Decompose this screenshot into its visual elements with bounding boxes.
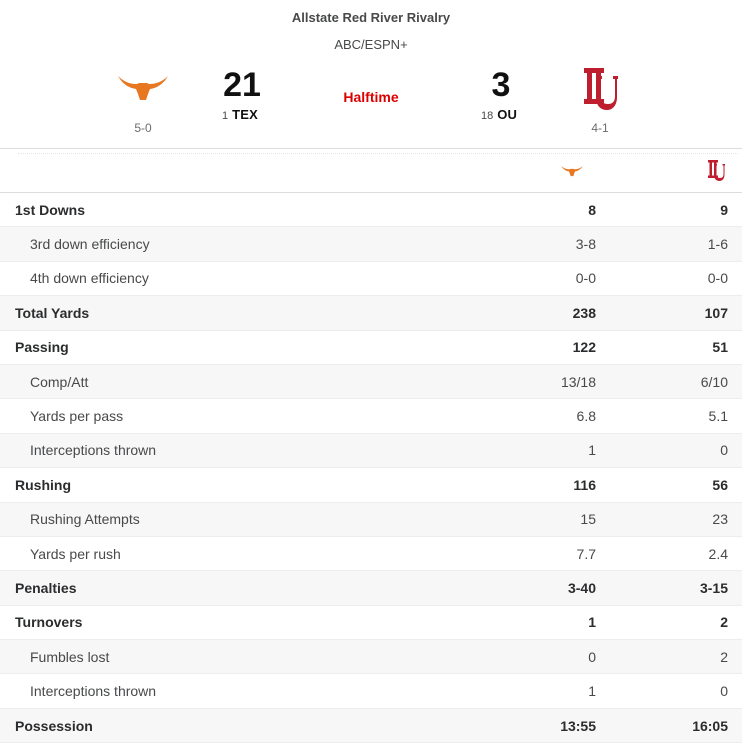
stat-row: Rushing Attempts 15 23 (0, 502, 742, 537)
game-title: Allstate Red River Rivalry (291, 10, 451, 25)
stat-label: Possession (15, 717, 93, 734)
stat-value-ou: 23 (712, 511, 728, 528)
stat-value-ou: 2 (720, 614, 728, 631)
stat-value-tex: 7.7 (576, 545, 596, 562)
home-abbr: TEX (232, 107, 259, 122)
home-rank: 1 (222, 110, 229, 122)
away-team-line[interactable]: 18 OU (481, 107, 517, 122)
longhorn-column-icon (561, 165, 583, 177)
stat-row: 4th down efficiency 0-0 0-0 (0, 262, 742, 297)
stat-label: Comp/Att (30, 373, 89, 390)
stat-value-ou: 56 (712, 476, 728, 493)
away-rank: 18 (481, 110, 494, 122)
stat-value-tex: 0 (588, 648, 596, 665)
stat-value-ou: 6/10 (700, 373, 728, 390)
stat-value-tex: 15 (580, 511, 596, 528)
stat-row: 1st Downs 8 9 (0, 193, 742, 228)
broadcast-network: ABC/ESPN+ (334, 37, 408, 52)
stat-value-ou: 3-15 (699, 579, 728, 596)
stat-value-tex: 3-40 (567, 579, 596, 596)
stat-row: Penalties 3-40 3-15 (0, 571, 742, 606)
stat-value-tex: 0-0 (575, 270, 596, 287)
stat-value-tex: 6.8 (576, 408, 596, 425)
stat-row: Possession 13:55 16:05 (0, 708, 742, 744)
stat-label: Penalties (15, 579, 77, 596)
stat-value-tex: 1 (588, 614, 596, 631)
scoreboard-header: Allstate Red River Rivalry ABC/ESPN+ 5-0… (0, 0, 742, 149)
stats-column-header (0, 149, 742, 193)
stat-row: Passing 122 51 (0, 331, 742, 365)
away-abbr: OU (497, 107, 518, 122)
stat-row: Yards per pass 6.8 5.1 (0, 399, 742, 434)
ou-logo-icon[interactable] (582, 66, 618, 112)
away-score: 3 (491, 66, 511, 104)
stat-value-ou: 9 (720, 201, 728, 218)
stat-row: Fumbles lost 0 2 (0, 640, 742, 675)
stat-label: Yards per rush (30, 545, 121, 562)
stat-label: Rushing Attempts (30, 511, 140, 528)
stat-value-ou: 51 (712, 339, 728, 356)
stat-label: 4th down efficiency (30, 270, 149, 287)
stat-value-ou: 0-0 (707, 270, 728, 287)
home-team-line[interactable]: 1 TEX (222, 107, 258, 122)
stat-value-tex: 238 (572, 304, 596, 321)
stat-value-tex: 116 (573, 476, 596, 493)
stat-label: 3rd down efficiency (30, 236, 150, 253)
stat-row: Interceptions thrown 1 0 (0, 674, 742, 709)
away-record: 4-1 (591, 121, 609, 135)
stat-label: Interceptions thrown (30, 442, 157, 459)
stat-label: Total Yards (15, 304, 90, 321)
home-record: 5-0 (134, 121, 152, 135)
stat-label: Yards per pass (30, 408, 124, 425)
team-stats-table: 1st Downs 8 9 3rd down efficiency 3-8 1-6 4th … (0, 149, 742, 744)
stat-value-ou: 5.1 (708, 408, 728, 425)
stat-value-tex: 122 (572, 339, 596, 356)
stat-value-ou: 107 (704, 304, 728, 321)
stat-value-ou: 2.4 (708, 545, 728, 562)
stat-label: Interceptions thrown (30, 683, 157, 700)
divider (18, 153, 738, 154)
stat-label: Passing (15, 339, 69, 356)
stat-value-ou: 16:05 (692, 717, 728, 734)
longhorn-logo-icon[interactable] (118, 74, 168, 102)
stat-value-tex: 13/18 (560, 373, 596, 390)
stat-label: Turnovers (15, 614, 83, 631)
stat-value-ou: 0 (720, 442, 728, 459)
stat-row: Total Yards 238 107 (0, 296, 742, 331)
stat-value-tex: 1 (588, 442, 596, 459)
home-score: 21 (223, 66, 261, 104)
stat-row: Comp/Att 13/18 6/10 (0, 364, 742, 400)
stat-value-ou: 0 (720, 683, 728, 700)
stat-value-tex: 3-8 (575, 236, 596, 253)
stat-row: Rushing 116 56 (0, 468, 742, 503)
stat-label: Fumbles lost (30, 648, 110, 665)
ou-column-icon (708, 160, 725, 181)
stat-label: Rushing (15, 476, 71, 493)
stat-value-ou: 1-6 (707, 236, 728, 253)
stat-value-tex: 1 (588, 683, 596, 700)
stat-row: Yards per rush 7.7 2.4 (0, 537, 742, 572)
game-status: Halftime (343, 89, 399, 105)
stat-value-ou: 2 (720, 648, 728, 665)
stat-row: 3rd down efficiency 3-8 1-6 (0, 227, 742, 262)
stats-rows: 1st Downs 8 9 3rd down efficiency 3-8 1-6 4th … (0, 193, 742, 744)
stat-row: Interceptions thrown 1 0 (0, 433, 742, 469)
stat-value-tex: 13:55 (560, 717, 596, 734)
stat-value-tex: 8 (588, 201, 596, 218)
stat-label: 1st Downs (15, 201, 86, 218)
stat-row: Turnovers 1 2 (0, 606, 742, 641)
